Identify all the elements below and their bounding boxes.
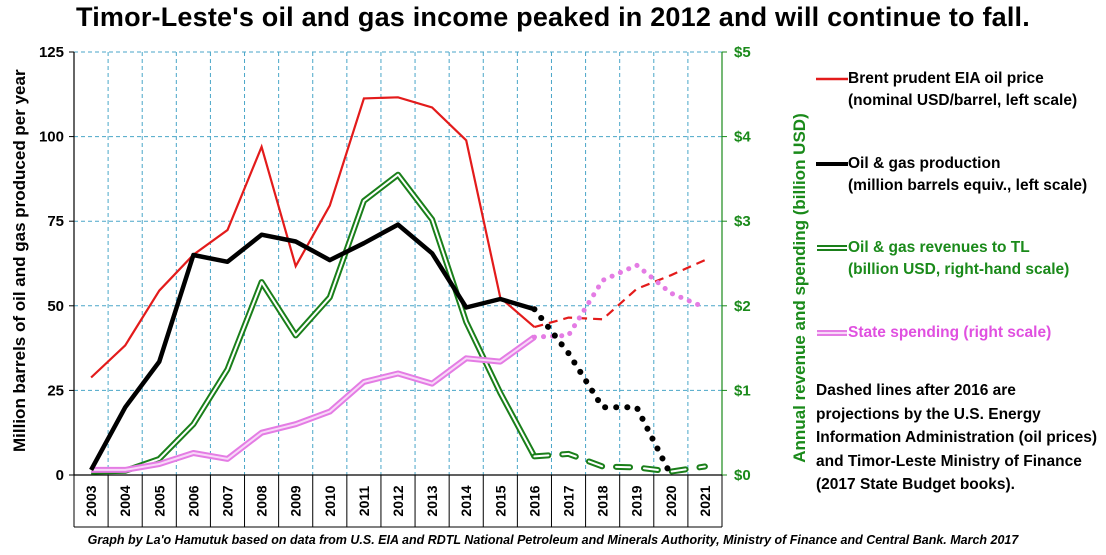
y-tick-label-right: $4 <box>734 129 751 146</box>
y-tick-label-left: 75 <box>47 213 64 230</box>
x-tick-label: 2012 <box>390 485 406 516</box>
x-tick-label: 2021 <box>697 485 713 516</box>
x-tick-label: 2015 <box>492 485 508 516</box>
legend-revenues-name: Oil & gas revenues to TL <box>848 239 1030 256</box>
y-tick-label-left: 0 <box>56 467 64 484</box>
projection-note: Dashed lines after 2016 are projections … <box>816 382 1098 493</box>
legend-revenues: Oil & gas revenues to TL (billion USD, r… <box>848 237 1069 281</box>
x-tick-label: 2016 <box>526 485 542 516</box>
legend-production-name: Oil & gas production <box>848 155 1001 172</box>
x-tick-label: 2009 <box>288 485 304 516</box>
x-tick-label: 2018 <box>595 485 611 516</box>
legend-oil-price: Brent prudent EIA oil price (nominal USD… <box>848 68 1077 112</box>
legend-swatch-revenues <box>817 245 847 251</box>
x-tick-label: 2014 <box>458 485 474 516</box>
legend-revenues-sub: (billion USD, right-hand scale) <box>848 261 1070 278</box>
x-tick-label: 2020 <box>663 485 679 516</box>
series-production-line <box>89 222 536 471</box>
legend-spending-name: State spending (right scale) <box>848 324 1052 341</box>
legend-production-sub: (million barrels equiv., left scale) <box>848 177 1088 194</box>
y-tick-label-right: $2 <box>734 298 751 315</box>
series-spending-projection <box>531 262 708 340</box>
y-tick-label-left: 100 <box>39 129 64 146</box>
y-axis-label-left: Million barrels of oil and gas produced … <box>10 69 29 452</box>
y-tick-label-right: $5 <box>734 44 751 61</box>
source-credit: Graph by La'o Hamutuk based on data from… <box>87 533 1019 547</box>
tick-labels: 0 25 50 75 100 125 $0 $1 $2 $3 $4 $5 2003 2004 2005 200… <box>39 44 751 517</box>
x-tick-label: 2006 <box>185 485 201 516</box>
y-tick-label-left: 25 <box>47 382 64 399</box>
x-tick-label: 2008 <box>254 485 270 516</box>
series-revenues-projection <box>531 450 708 475</box>
legend-spending: State spending (right scale) <box>848 322 1051 344</box>
chart-title: Timor-Leste's oil and gas income peaked … <box>76 2 1030 32</box>
y-tick-label-right: $3 <box>734 213 751 230</box>
x-tick-label: 2010 <box>322 485 338 516</box>
y-tick-label-right: $0 <box>734 467 751 484</box>
series-spending-line-inner <box>91 336 535 471</box>
series-revenues-line-inner <box>91 173 536 473</box>
legend-swatch-spending <box>817 330 847 336</box>
grid-lines <box>74 51 723 475</box>
y-axis-label-right: Annual revenue and spending (billion USD… <box>790 113 809 463</box>
x-tick-label: 2011 <box>356 486 372 517</box>
x-tick-label: 2007 <box>219 485 235 516</box>
series-revenues-projection-inner <box>533 452 706 473</box>
series-lines <box>89 96 708 478</box>
legend-oil-price-sub: (nominal USD/barrel, left scale) <box>848 92 1078 109</box>
series-production-projection <box>531 306 674 478</box>
y-tick-label-left: 125 <box>39 44 64 61</box>
y-tick-label-left: 50 <box>47 298 64 315</box>
series-oil-price-line <box>90 96 536 379</box>
x-tick-label: 2019 <box>629 485 645 516</box>
x-tick-label: 2003 <box>83 485 99 516</box>
series-oil-price-projection <box>534 259 706 329</box>
x-tick-label: 2005 <box>151 485 167 516</box>
legend-swatch-oil-price <box>816 77 848 81</box>
legend-swatch-production <box>816 162 848 166</box>
axes <box>69 51 727 528</box>
legend-production: Oil & gas production (million barrels eq… <box>848 153 1087 197</box>
y-tick-label-right: $1 <box>734 382 751 399</box>
legend-oil-price-name: Brent prudent EIA oil price <box>848 70 1044 87</box>
x-tick-label: 2013 <box>424 485 440 516</box>
x-tick-label: 2017 <box>561 485 577 516</box>
x-tick-label: 2004 <box>117 485 133 516</box>
